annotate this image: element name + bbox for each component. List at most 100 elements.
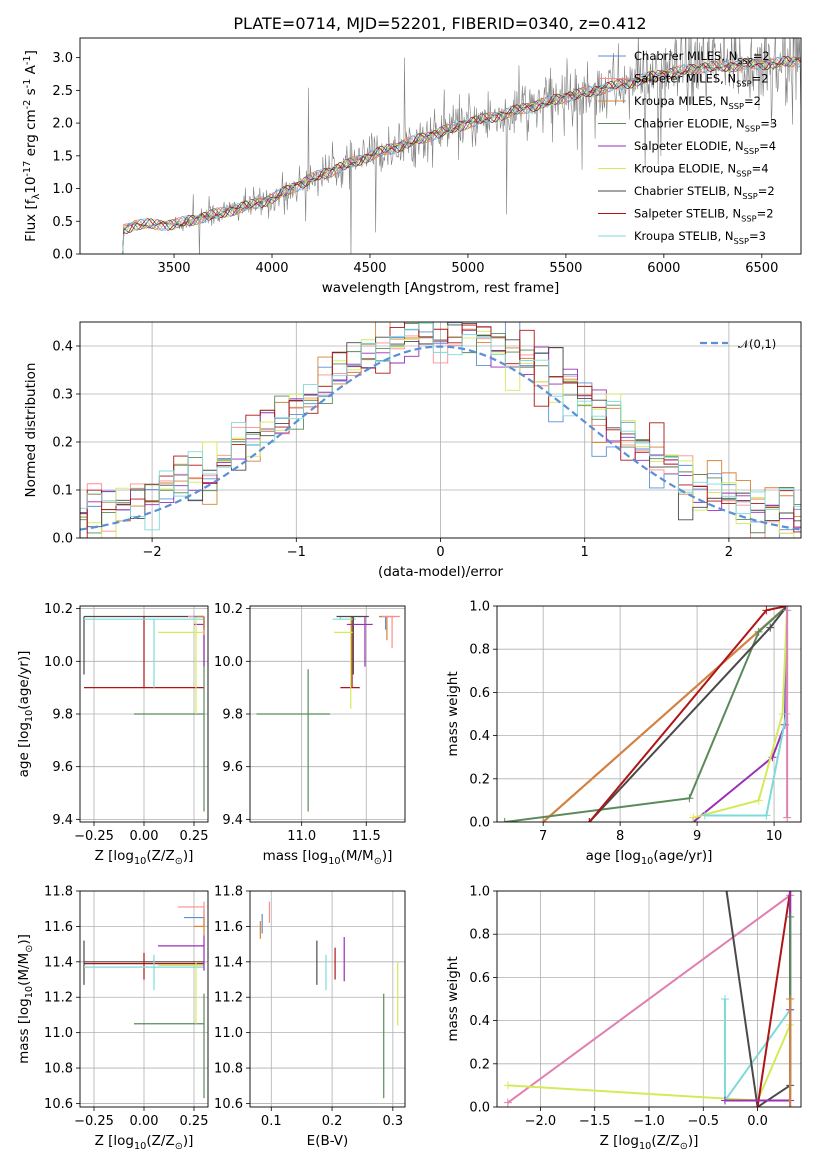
x-tick-label: 0.0 (747, 1114, 768, 1129)
y-tick-label: 0.2 (469, 772, 490, 787)
data-spectrum-line (173, 38, 801, 254)
y-tick-label: 0.4 (469, 1014, 490, 1029)
x-axis-label: Z [log10​(Z/Z⊙​)] (600, 1133, 699, 1152)
model-line-salpeter-elodie (119, 56, 801, 254)
legend-entry: Kroupa MILES, NSSP​=2 (634, 94, 761, 111)
x-tick-label: 4000 (255, 261, 288, 276)
x-tick-label: 7 (539, 829, 547, 844)
legend-entry: 𝒩(0,1) (738, 337, 776, 351)
y-tick-label: 11.8 (44, 885, 73, 900)
Z-mass-panel: −0.25 0.00 0.25 10.6 10.8 11.0 11.2 11.4 11.6 11.… (16, 885, 208, 1153)
mass-weight-marker (786, 995, 795, 1003)
mass-weight-marker (762, 606, 771, 615)
x-tick-label: 10 (766, 829, 783, 844)
mass-weight-marker (721, 876, 729, 884)
x-tick-label: −0.25 (74, 829, 114, 844)
y-tick-label: 0.0 (469, 816, 490, 831)
mass-weight-marker (685, 794, 694, 803)
y-tick-label: 11.4 (214, 955, 243, 970)
y-tick-label: 9.8 (222, 708, 243, 723)
mass-weight-line (756, 891, 792, 1107)
x-tick-label: 6000 (647, 261, 680, 276)
legend-entry: Salpeter MILES, NSSP​=2 (634, 72, 769, 89)
y-tick-label: 0.8 (469, 928, 490, 943)
x-tick-label: 5500 (549, 261, 582, 276)
legend-entry: Chabrier MILES, NSSP​=2 (634, 49, 770, 66)
histogram-kroupa-stelib (80, 322, 801, 531)
mass-weight-marker (500, 818, 509, 822)
errorbar-point (333, 616, 354, 709)
errorbar-point (84, 618, 204, 688)
mass-weight-marker (503, 1081, 512, 1090)
y-tick-label: 0.0 (52, 532, 73, 547)
y-axis-label: Normed distribution (23, 363, 39, 498)
errorbar-point (134, 993, 205, 1099)
y-axis-label: mass weight (445, 671, 461, 756)
histogram-salpeter-miles (80, 322, 801, 538)
errorbar-point (379, 615, 393, 630)
mass-weight-marker (585, 818, 594, 822)
mass-weight-marker (721, 1096, 729, 1105)
x-tick-label: 8 (616, 829, 624, 844)
histogram-kroupa-elodie (80, 322, 801, 538)
x-tick-label: 4500 (353, 261, 386, 276)
model-line-chabrier-miles (119, 56, 801, 254)
mass-weight-marker (753, 1103, 762, 1107)
errorbar-point (381, 615, 400, 649)
y-tick-label: 0.4 (469, 729, 490, 744)
x-tick-label: 6500 (745, 261, 778, 276)
mass-weight-line (692, 606, 789, 819)
x-axis-label: (data-model)/error (378, 564, 504, 580)
x-tick-label: 3500 (157, 261, 190, 276)
x-tick-label: 2 (725, 545, 733, 560)
mass-weight-line (692, 606, 789, 822)
model-line-chabrier-stelib (119, 56, 801, 254)
y-tick-label: 11.2 (44, 991, 73, 1006)
legend-entry: Chabrier STELIB, NSSP​=2 (634, 184, 775, 201)
mass-weight-line (504, 606, 788, 822)
x-axis-label: mass [log10​(M/M⊙​)] (263, 848, 393, 867)
residuals-panel: −2 −1 0 1 2 0.0 0.1 0.2 0.3 0.4 (data-model)/error… (23, 321, 802, 580)
mass-weight-marker (721, 995, 729, 1003)
x-tick-label: 5000 (451, 261, 484, 276)
mass-weight-line (542, 606, 788, 822)
y-tick-label: 0.8 (469, 643, 490, 658)
errorbar-point (178, 901, 205, 918)
spectrum-frame (79, 37, 802, 255)
mass-weight-marker (754, 627, 763, 636)
x-tick-label: −1 (287, 545, 306, 560)
Z-mass-frame (79, 890, 209, 1108)
mass-weight-marker (700, 811, 709, 820)
residuals-frame (79, 321, 802, 539)
Z-age-plot-area (80, 606, 208, 822)
y-tick-label: 2.0 (52, 117, 73, 132)
x-axis-label: Z [log10​(Z/Z⊙​)] (95, 1133, 194, 1152)
y-tick-label: 0.2 (52, 436, 73, 451)
y-tick-label: 0.6 (469, 971, 490, 986)
spectrum-panel: 3500 4000 4500 5000 5500 6000 6500 0.0 0.5 1.0 1.5… (22, 37, 802, 296)
mass-weight-marker (786, 1103, 795, 1107)
histogram-salpeter-stelib (80, 322, 801, 538)
y-tick-label: 9.6 (52, 760, 73, 775)
mass-weight-marker (766, 623, 775, 632)
x-tick-label: 0.1 (261, 1114, 282, 1129)
mass-weight-marker (762, 811, 771, 820)
mass-age-panel: 11.0 11.5 9.4 9.6 9.8 10.0 10.2 mass [log10​(M/… (214, 602, 406, 867)
errorbar-point (158, 961, 204, 1024)
histogram-chabrier-miles (80, 322, 801, 538)
errorbar-point (256, 669, 331, 812)
figure-title: PLATE=0714, MJD=52201, FIBERID=0340, z=0… (233, 14, 646, 33)
x-axis-label: wavelength [Angstrom, rest frame] (322, 280, 560, 296)
x-tick-label: 0.00 (130, 1114, 159, 1129)
residuals-plot-area (80, 322, 801, 538)
y-axis-label: Flux [fλ​10-17​ erg cm-2​ s-1​ A-1​] (22, 50, 42, 242)
y-tick-label: 10.8 (44, 1062, 73, 1077)
x-tick-label: −1.5 (579, 1114, 611, 1129)
y-tick-label: 1.0 (469, 885, 490, 900)
model-line-kroupa-miles (119, 57, 801, 254)
y-tick-label: 0.2 (469, 1057, 490, 1072)
y-tick-label: 10.2 (214, 602, 243, 617)
histogram-chabrier-elodie (80, 322, 801, 534)
y-tick-label: 11.0 (44, 1026, 73, 1041)
y-tick-label: 11.6 (44, 920, 73, 935)
